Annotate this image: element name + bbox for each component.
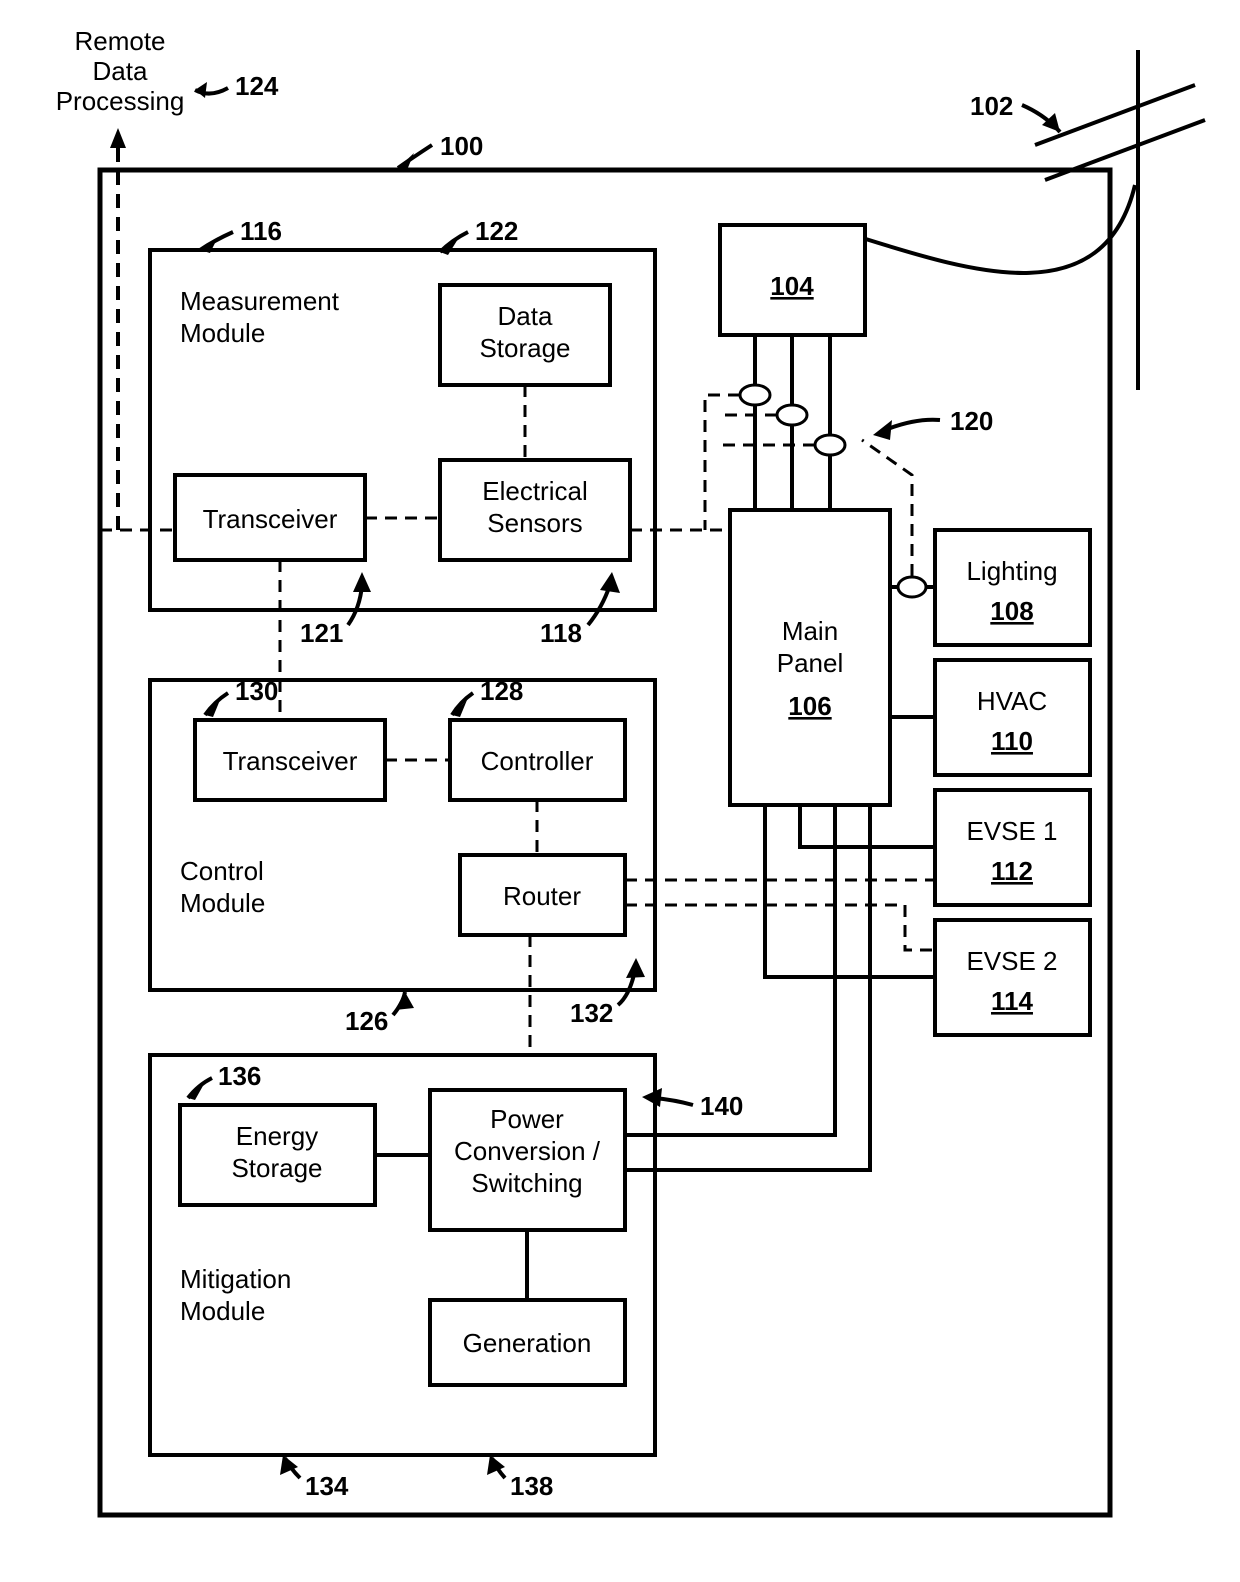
controller-label: Controller [481,746,594,776]
ref-132: 132 [570,998,613,1028]
leader-120 [885,420,940,430]
ct-sensor-1 [740,385,770,405]
ref-121: 121 [300,618,343,648]
mm-transceiver-label: Transceiver [203,504,338,534]
ref-126: 126 [345,1006,388,1036]
ref-130: 130 [235,676,278,706]
lighting-box [935,530,1090,645]
ref-114: 114 [991,986,1033,1016]
es-l2: Sensors [487,508,582,538]
ref-120: 120 [950,406,993,436]
ref-110: 110 [991,726,1033,756]
main-panel-l2: Panel [777,648,844,678]
pc-l1: Power [490,1104,564,1134]
cm-title1: Control [180,856,264,886]
ct-sensor-lighting [898,577,926,597]
mp-to-evse1 [800,805,935,847]
hvac-label: HVAC [977,686,1047,716]
leader-126-arrow [395,992,414,1010]
mm-title2: Module [180,318,265,348]
evse2-label: EVSE 2 [966,946,1057,976]
router-label: Router [503,881,581,911]
ref-100: 100 [440,131,483,161]
ct-sensor-3 [815,435,845,455]
ref-134: 134 [305,1471,349,1501]
ref-140: 140 [700,1091,743,1121]
es-l1b: Energy [236,1121,318,1151]
mit-title1: Mitigation [180,1264,291,1294]
service-drop [820,185,1135,273]
ref-106: 106 [788,691,831,721]
es-l1: Electrical [482,476,587,506]
pc-l3: Switching [471,1168,582,1198]
ds-l1: Data [498,301,553,331]
evse1-box [935,790,1090,905]
system-diagram: Remote Data Processing 124 100 102 104 1… [0,0,1240,1582]
pc-l2: Conversion / [454,1136,601,1166]
es-l2b: Storage [231,1153,322,1183]
ref-108: 108 [990,596,1033,626]
ref-138: 138 [510,1471,553,1501]
lighting-label: Lighting [966,556,1057,586]
ref-122: 122 [475,216,518,246]
leader-120-arrow [873,420,892,440]
evse1-label: EVSE 1 [966,816,1057,846]
remote-label-1: Remote [74,26,165,56]
cm-trx-label: Transceiver [223,746,358,776]
remote-label-2: Data [93,56,148,86]
leader-124-arrow [195,82,207,98]
evse2-box [935,920,1090,1035]
gen-label: Generation [463,1328,592,1358]
leader-100-arrow [398,153,414,170]
ref-102: 102 [970,91,1013,121]
link-remote-arrow [110,128,126,148]
main-panel-l1: Main [782,616,838,646]
ct-sensor-2 [777,405,807,425]
ref-124: 124 [235,71,279,101]
cm-title2: Module [180,888,265,918]
remote-label-3: Processing [56,86,185,116]
mit-title2: Module [180,1296,265,1326]
mm-title1: Measurement [180,286,340,316]
utility-wire-2 [1045,120,1205,180]
ref-118: 118 [540,618,582,648]
ref-112: 112 [991,856,1033,886]
ref-136: 136 [218,1061,261,1091]
router-to-evse2 [625,905,935,950]
ds-l2: Storage [479,333,570,363]
utility-wire-1 [1035,85,1195,145]
ref-128: 128 [480,676,523,706]
ref-116: 116 [240,216,282,246]
ref-104: 104 [770,271,814,301]
hvac-box [935,660,1090,775]
